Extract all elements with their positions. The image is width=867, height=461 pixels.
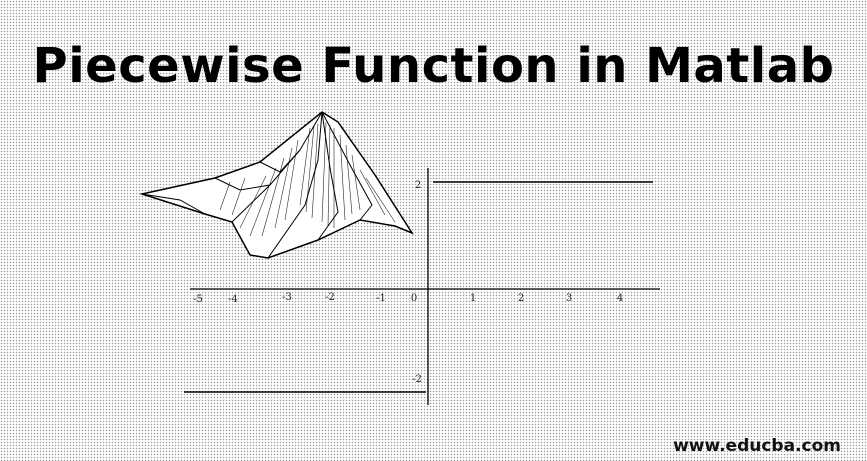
3d-surface-plot-icon <box>139 111 414 259</box>
x-tick-label: 1 <box>470 293 476 304</box>
x-tick-label: -3 <box>282 292 292 303</box>
x-tick-label: 3 <box>566 293 572 304</box>
x-tick-label: -2 <box>325 292 335 303</box>
x-tick-label: -4 <box>228 294 238 305</box>
x-tick-label: 2 <box>518 293 524 304</box>
x-tick-label: -1 <box>376 293 386 304</box>
page-title: Piecewise Function in Matlab <box>32 38 835 94</box>
y-tick-label-top: 2 <box>415 180 421 191</box>
watermark-url: www.educba.com <box>673 436 841 456</box>
y-tick-label-bottom: -2 <box>412 374 422 385</box>
x-tick-label: 4 <box>617 293 623 304</box>
x-tick-label: 0 <box>411 293 417 304</box>
x-tick-label: -5 <box>193 294 203 305</box>
